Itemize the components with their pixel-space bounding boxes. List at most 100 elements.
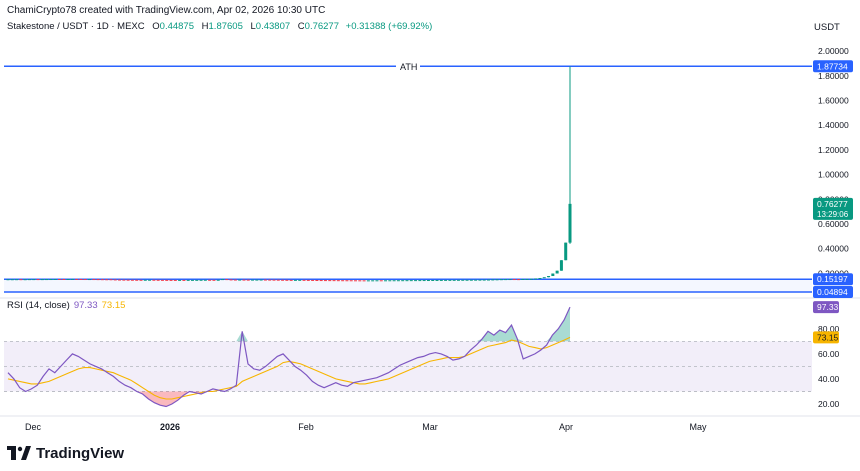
candle: [49, 279, 53, 281]
candle: [547, 276, 551, 278]
time-tick-label: Dec: [25, 422, 42, 432]
candle: [148, 279, 152, 281]
candle: [379, 280, 383, 282]
candle: [461, 279, 465, 281]
candle: [409, 280, 413, 282]
candle: [336, 280, 340, 282]
candle: [169, 279, 173, 281]
candle: [426, 280, 430, 282]
candle: [384, 280, 388, 282]
rsi-tick-label: 80.00: [818, 324, 840, 334]
symbol-title: Stakestone / USDT · 1D · MEXC: [7, 21, 145, 32]
candle: [293, 279, 297, 281]
candle: [439, 279, 443, 281]
candle: [105, 279, 109, 281]
candle: [482, 279, 486, 281]
candle: [212, 279, 216, 281]
candle: [83, 279, 87, 281]
candle: [130, 279, 134, 281]
time-tick-label: 2026: [160, 422, 180, 432]
candle: [512, 279, 516, 281]
candle: [62, 278, 66, 280]
price-tick-label: 1.60000: [818, 96, 849, 106]
candle: [315, 279, 319, 281]
candle: [216, 279, 220, 281]
candle: [79, 278, 83, 280]
candle: [246, 279, 250, 281]
tradingview-logo: TradingView: [7, 445, 124, 462]
candle: [19, 279, 23, 281]
currency-label[interactable]: USDT: [814, 22, 840, 33]
rsi-tick-label: 40.00: [818, 374, 840, 384]
candle: [229, 279, 233, 281]
candle: [452, 279, 456, 281]
price-tick-label: 2.00000: [818, 46, 849, 56]
open-value: 0.44875: [159, 21, 194, 32]
high-label: H: [201, 21, 209, 32]
candle: [349, 280, 353, 282]
candle: [45, 279, 49, 281]
ath-label: ATH: [400, 62, 417, 72]
candle: [529, 278, 533, 280]
candle: [298, 279, 302, 281]
candle: [504, 279, 508, 281]
candle: [135, 279, 139, 281]
candle: [100, 279, 104, 281]
candle: [281, 279, 285, 281]
price-label-bg: [813, 60, 853, 73]
candle: [160, 279, 164, 281]
candle: [272, 279, 276, 281]
candle: [118, 279, 122, 281]
price-tick-label: 1.20000: [818, 145, 849, 155]
candle: [534, 278, 538, 280]
candle: [306, 279, 310, 281]
candle: [15, 279, 19, 281]
price-label-bg: [813, 285, 853, 298]
candle: [165, 279, 169, 281]
candle: [508, 279, 512, 281]
candle: [152, 279, 156, 281]
candle: [96, 279, 100, 281]
candle: [199, 279, 203, 281]
candle: [190, 279, 194, 281]
candle: [375, 280, 379, 282]
rsi-tick-label: 20.00: [818, 399, 840, 409]
time-tick-label: May: [689, 422, 707, 432]
candle: [542, 277, 546, 279]
candle: [551, 273, 555, 277]
candle: [156, 279, 160, 281]
candle: [139, 279, 143, 281]
rsi-value-label-bg: [813, 301, 839, 314]
price-label: 0.15197: [817, 274, 848, 284]
candle: [208, 279, 212, 281]
candle: [23, 279, 27, 281]
candle: [53, 278, 57, 280]
low-value: 0.43807: [255, 21, 291, 32]
candle: [564, 242, 568, 261]
rsi-overbought-fill: [8, 307, 570, 342]
candle: [311, 279, 315, 281]
price-tick-label: 1.40000: [818, 120, 849, 130]
candle: [401, 280, 405, 282]
candle: [255, 279, 259, 281]
rsi-oversold-fill: [8, 391, 570, 407]
candle: [276, 279, 280, 281]
candle: [268, 279, 272, 281]
rsi-ma-label: 73.15: [817, 332, 839, 342]
candle: [323, 280, 327, 282]
price-label: 1.87734: [817, 61, 848, 71]
candle: [122, 279, 126, 281]
candle: [422, 280, 426, 282]
rsi-ma-line: [7, 336, 571, 400]
candle: [431, 279, 435, 281]
rsi-tick-label: 60.00: [818, 349, 840, 359]
candle: [444, 279, 448, 281]
candle: [225, 279, 229, 281]
candle: [40, 279, 44, 281]
range-box: [4, 279, 812, 292]
candle: [66, 278, 70, 280]
candle: [491, 279, 495, 281]
candle: [32, 279, 36, 281]
candle: [366, 280, 370, 282]
